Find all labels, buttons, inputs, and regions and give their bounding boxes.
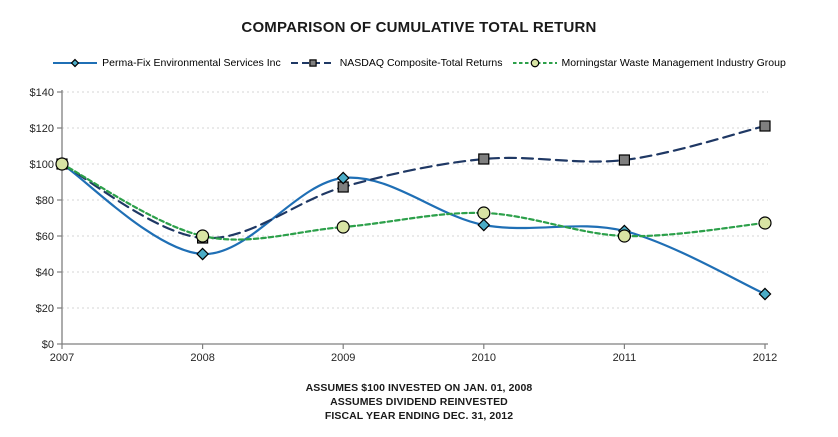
chart-footnotes: ASSUMES $100 INVESTED ON JAN. 01, 2008 A… xyxy=(0,381,838,423)
dotted-line-circle-marker-icon xyxy=(512,58,557,68)
footnote-dividend: ASSUMES DIVIDEND REINVESTED xyxy=(330,396,508,408)
svg-text:$140: $140 xyxy=(30,87,54,99)
svg-text:$0: $0 xyxy=(42,339,54,351)
svg-text:$20: $20 xyxy=(36,303,54,315)
legend-item-perma-fix: Perma-Fix Environmental Services Inc xyxy=(52,56,281,69)
svg-text:2007: 2007 xyxy=(50,352,74,364)
svg-text:$120: $120 xyxy=(30,123,54,135)
svg-text:2011: 2011 xyxy=(613,352,637,364)
svg-text:2008: 2008 xyxy=(190,352,214,364)
svg-text:2010: 2010 xyxy=(472,352,496,364)
svg-text:2012: 2012 xyxy=(753,352,777,364)
dashed-line-square-marker-icon xyxy=(290,59,335,67)
svg-text:$80: $80 xyxy=(36,195,54,207)
svg-text:$100: $100 xyxy=(30,159,54,171)
chart-title: COMPARISON OF CUMULATIVE TOTAL RETURN xyxy=(241,19,597,36)
svg-text:2009: 2009 xyxy=(331,352,355,364)
footnote-invested: ASSUMES $100 INVESTED ON JAN. 01, 2008 xyxy=(305,382,533,394)
solid-line-diamond-marker-icon xyxy=(53,58,98,68)
svg-text:$60: $60 xyxy=(36,231,54,243)
legend-label-morningstar: Morningstar Waste Management Industry Gr… xyxy=(561,56,786,69)
legend-label-nasdaq: NASDAQ Composite-Total Returns xyxy=(339,56,503,69)
chart-legend: Perma-Fix Environmental Services Inc NAS… xyxy=(0,56,838,69)
legend-item-morningstar: Morningstar Waste Management Industry Gr… xyxy=(512,56,786,69)
legend-label-perma-fix: Perma-Fix Environmental Services Inc xyxy=(102,56,281,69)
legend-item-nasdaq: NASDAQ Composite-Total Returns xyxy=(290,56,503,69)
footnote-fiscal-year: FISCAL YEAR ENDING DEC. 31, 2012 xyxy=(324,410,514,422)
svg-text:$40: $40 xyxy=(36,267,54,279)
